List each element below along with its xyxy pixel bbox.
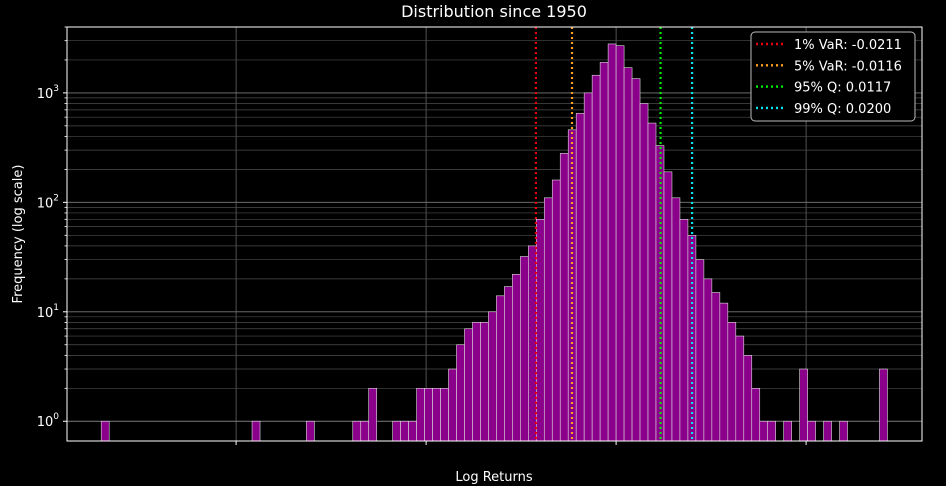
histogram-bar bbox=[703, 278, 713, 442]
histogram-bar bbox=[647, 122, 657, 442]
histogram-bar bbox=[639, 103, 649, 442]
histogram-bar bbox=[360, 420, 370, 442]
y-tick-label: 102 bbox=[37, 193, 59, 211]
histogram-bar bbox=[543, 197, 553, 442]
legend-label: 95% Q: 0.0117 bbox=[794, 81, 891, 96]
histogram-bar bbox=[551, 179, 561, 442]
histogram-bar bbox=[879, 368, 888, 442]
y-tick-exponent: 2 bbox=[53, 193, 59, 203]
histogram-bar bbox=[567, 129, 577, 442]
histogram-bar bbox=[504, 286, 513, 442]
y-tick-exponent: 1 bbox=[53, 303, 59, 313]
y-tick-label: 103 bbox=[37, 84, 59, 102]
chart-title: Distribution since 1950 bbox=[401, 2, 587, 21]
histogram-bar bbox=[424, 388, 433, 442]
histogram-bar bbox=[599, 62, 609, 442]
histogram-bar bbox=[751, 388, 761, 442]
y-tick-exponent: 3 bbox=[53, 84, 59, 94]
histogram-bar bbox=[607, 43, 617, 442]
histogram-bar bbox=[400, 420, 409, 442]
histogram-bar bbox=[663, 171, 673, 442]
y-tick-base: 10 bbox=[37, 87, 54, 102]
histogram-bar bbox=[743, 355, 753, 442]
histogram-bar bbox=[783, 420, 792, 442]
histogram-bar bbox=[392, 420, 401, 442]
y-tick-label: 101 bbox=[37, 303, 59, 321]
histogram-bar bbox=[615, 45, 625, 442]
histogram-bar bbox=[352, 420, 362, 442]
histogram-bar bbox=[496, 295, 505, 442]
histogram-bar bbox=[368, 388, 378, 442]
histogram-bar bbox=[306, 420, 315, 442]
x-axis-ticks bbox=[235, 441, 807, 445]
histogram-bars bbox=[100, 43, 888, 442]
histogram-bar bbox=[727, 322, 737, 442]
histogram-bar bbox=[679, 219, 689, 442]
histogram-bar bbox=[448, 368, 457, 442]
histogram-bar bbox=[735, 335, 745, 442]
histogram-bar bbox=[623, 67, 633, 442]
histogram-bar bbox=[767, 420, 776, 442]
histogram-bar bbox=[512, 274, 521, 442]
histogram-bar bbox=[464, 328, 473, 442]
histogram-bar bbox=[807, 420, 816, 442]
histogram-bar bbox=[671, 197, 681, 442]
legend-label: 1% VaR: -0.0211 bbox=[794, 38, 902, 53]
plot-frame bbox=[66, 26, 923, 442]
y-tick-base: 10 bbox=[37, 306, 54, 321]
histogram-bar bbox=[408, 420, 417, 442]
histogram-bar bbox=[456, 344, 465, 442]
reference-lines bbox=[534, 27, 694, 441]
histogram-bar bbox=[839, 420, 848, 442]
histogram-bar bbox=[631, 78, 641, 442]
histogram-bar bbox=[799, 368, 808, 442]
histogram-bar bbox=[416, 388, 425, 442]
y-tick-base: 10 bbox=[37, 196, 54, 211]
histogram-bar bbox=[823, 420, 832, 442]
y-tick-exponent: 0 bbox=[53, 412, 59, 422]
histogram-bar bbox=[520, 256, 529, 442]
histogram-bar bbox=[719, 302, 729, 442]
legend-label: 99% Q: 0.0200 bbox=[794, 102, 891, 117]
histogram-bar bbox=[591, 74, 601, 442]
histogram-bar bbox=[695, 259, 705, 442]
histogram-bar bbox=[535, 219, 545, 442]
y-tick-label: 100 bbox=[37, 412, 60, 430]
histogram-bar bbox=[583, 92, 593, 442]
histogram-bar bbox=[251, 420, 261, 442]
histogram-bar bbox=[472, 322, 481, 442]
histogram-bar bbox=[480, 322, 489, 442]
x-axis-label: Log Returns bbox=[455, 470, 532, 485]
histogram-bar bbox=[559, 153, 569, 442]
histogram-bar bbox=[575, 113, 585, 442]
histogram-bar bbox=[759, 420, 769, 442]
histogram-bar bbox=[432, 388, 441, 442]
histogram-bar bbox=[711, 292, 721, 442]
legend-box bbox=[750, 31, 916, 122]
histogram-bar bbox=[440, 388, 449, 442]
y-axis-label: Frequency (log scale) bbox=[11, 165, 26, 304]
histogram-bar bbox=[100, 420, 110, 442]
legend: 1% VaR: -0.0211 5% VaR: -0.0116 95% Q: 0.0… bbox=[750, 31, 916, 122]
histogram-bar bbox=[488, 311, 497, 442]
legend-label: 5% VaR: -0.0116 bbox=[794, 59, 902, 74]
y-tick-base: 10 bbox=[37, 415, 54, 430]
